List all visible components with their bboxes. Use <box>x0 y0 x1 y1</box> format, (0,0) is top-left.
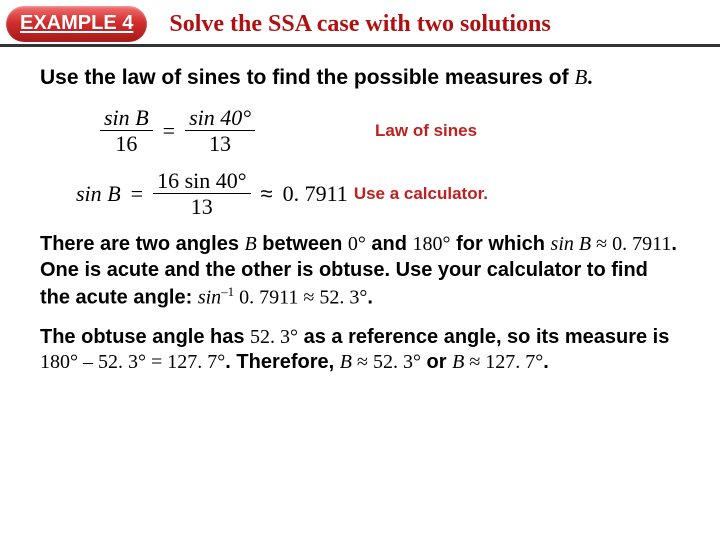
p1-t2: between <box>257 233 348 255</box>
p1-sinb-sin: sin <box>551 233 579 255</box>
p1-val: 0. 7911 <box>607 233 671 255</box>
p1-t4: for which <box>451 233 551 255</box>
eq2-annotation: Use a calculator. <box>354 184 488 204</box>
p1-res: 52. 3° <box>314 286 367 308</box>
eq2-lhs-var: B <box>107 181 120 206</box>
approx-icon: ≈ <box>303 286 314 308</box>
eq1-rhs-num: sin 40° <box>189 105 251 130</box>
p1-t6: . <box>367 286 373 308</box>
p1-inv-arg: 0. 7911 <box>234 286 303 308</box>
paragraph-2: The obtuse angle has 52. 3° as a referen… <box>40 325 680 376</box>
paragraph-1: There are two angles B between 0° and 18… <box>40 232 680 310</box>
eq2-lhs-sin: sin <box>76 181 107 206</box>
example-badge: EXAMPLE 4 <box>6 6 147 42</box>
eq1-lhs-frac: sin B 16 <box>100 106 153 155</box>
p1-n1: 0° <box>348 233 366 255</box>
p2-t2: as a reference angle, so its measure is <box>298 326 669 348</box>
eq1-annotation: Law of sines <box>375 121 477 141</box>
p2-r1: 52. 3° <box>368 351 421 373</box>
intro-line: Use the law of sines to find the possibl… <box>40 65 680 90</box>
p2-n1: 52. 3° <box>250 326 298 348</box>
eq1-lhs-den: 16 <box>115 131 137 155</box>
p2-t1: The obtuse angle has <box>40 326 250 348</box>
slide: EXAMPLE 4 Solve the SSA case with two so… <box>0 0 720 540</box>
equals-icon: = <box>131 181 143 207</box>
p1-v1: B <box>245 233 257 255</box>
eq2-num: 16 sin 40° <box>157 168 246 193</box>
eq2-expr: sin B = 16 sin 40° 13 ≈ 0. 7911 <box>76 169 348 218</box>
p1-inv-exp: –1 <box>221 284 234 299</box>
approx-icon: ≈ <box>357 351 368 373</box>
equation-1: sin B 16 = sin 40° 13 Law of sines <box>100 106 680 155</box>
eq1-rhs-den: 13 <box>209 131 231 155</box>
slide-title: Solve the SSA case with two solutions <box>169 11 550 38</box>
p2-t3: . Therefore, <box>225 351 339 373</box>
eq2-den: 13 <box>191 194 213 218</box>
p1-t1: There are two angles <box>40 233 245 255</box>
approx-icon: ≈ <box>469 351 480 373</box>
p2-t5: . <box>543 351 549 373</box>
p2-expr: 180° – 52. 3° = 127. 7° <box>40 351 225 373</box>
p2-t4: or <box>421 351 452 373</box>
equation-2: sin B = 16 sin 40° 13 ≈ 0. 7911 Use a ca… <box>76 169 680 218</box>
eq2-frac: 16 sin 40° 13 <box>153 169 250 218</box>
content-area: Use the law of sines to find the possibl… <box>0 47 720 386</box>
intro-prefix: Use the law of sines to find the possibl… <box>40 66 574 89</box>
eq1-expr: sin B 16 = sin 40° 13 <box>100 106 255 155</box>
p1-t3: and <box>366 233 413 255</box>
approx-icon: ≈ <box>261 181 273 207</box>
eq1-rhs-frac: sin 40° 13 <box>185 106 255 155</box>
p2-v1: B <box>340 351 357 373</box>
equals-icon: = <box>163 118 175 144</box>
p1-n2: 180° <box>413 233 451 255</box>
p2-r2: 127. 7° <box>480 351 543 373</box>
intro-suffix: . <box>587 65 592 89</box>
header: EXAMPLE 4 Solve the SSA case with two so… <box>0 0 720 47</box>
approx-icon: ≈ <box>596 233 607 255</box>
p2-v2: B <box>452 351 469 373</box>
eq2-result: 0. 7911 <box>283 181 348 207</box>
p1-sinb-var: B <box>579 233 596 255</box>
p1-inv-sin: sin <box>198 286 221 308</box>
eq1-lhs-var: B <box>135 105 148 130</box>
intro-var: B <box>574 65 587 89</box>
eq1-lhs-sin: sin <box>104 105 135 130</box>
